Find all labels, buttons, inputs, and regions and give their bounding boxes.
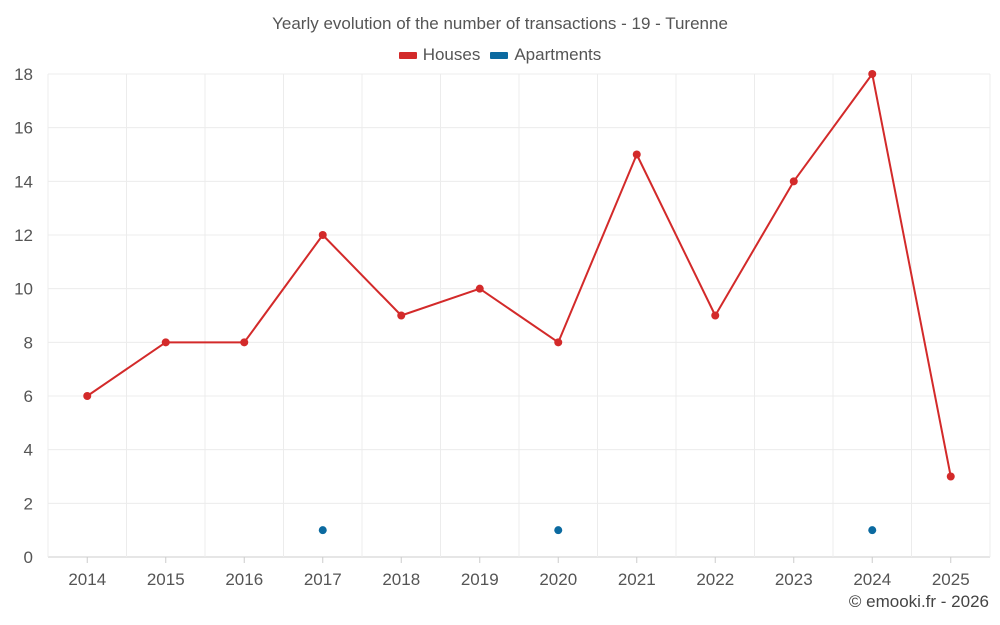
- data-point-houses[interactable]: [632, 150, 641, 159]
- y-tick-label: 8: [24, 333, 33, 352]
- data-point-houses[interactable]: [946, 472, 955, 481]
- y-tick-label: 4: [24, 441, 33, 460]
- x-tick-label: 2016: [225, 570, 263, 589]
- grid: [47, 73, 991, 558]
- x-tick-label: 2025: [932, 570, 970, 589]
- y-tick-label: 14: [14, 172, 33, 191]
- x-tick-label: 2022: [696, 570, 734, 589]
- chart-title: Yearly evolution of the number of transa…: [272, 14, 728, 33]
- legend-swatch-apartments: [490, 51, 509, 59]
- data-point-houses[interactable]: [83, 392, 92, 400]
- legend: Houses Apartments: [0, 45, 1000, 65]
- data-point-apartments[interactable]: [868, 526, 877, 535]
- credit: © emooki.fr - 2026: [848, 592, 989, 611]
- data-point-houses[interactable]: [789, 177, 798, 186]
- data-point-apartments[interactable]: [554, 526, 563, 535]
- y-tick-label: 6: [24, 387, 33, 406]
- data-point-houses[interactable]: [868, 70, 877, 78]
- y-tick-label: 12: [14, 226, 33, 245]
- series-apartments: [318, 526, 877, 535]
- legend-item-houses[interactable]: Houses: [398, 45, 481, 65]
- data-point-houses[interactable]: [711, 311, 720, 320]
- y-axis: 0 2 4 6 8 10 12 14 16 18: [14, 65, 33, 567]
- x-tick-label: 2014: [68, 570, 106, 589]
- x-tick-label: 2020: [539, 570, 577, 589]
- x-tick-label: 2024: [853, 570, 891, 589]
- legend-swatch-houses: [398, 51, 417, 59]
- x-tick-label: 2021: [618, 570, 656, 589]
- x-tick-label: 2023: [775, 570, 813, 589]
- legend-label-apartments: Apartments: [514, 45, 602, 64]
- series-layer: [83, 70, 955, 535]
- series-houses: [83, 70, 955, 481]
- legend-item-apartments[interactable]: Apartments: [490, 45, 601, 65]
- legend-label-houses: Houses: [422, 45, 481, 64]
- data-point-houses[interactable]: [397, 311, 406, 320]
- x-tick-label: 2015: [147, 570, 185, 589]
- x-axis: 2014 2015 2016 2017 2018 2019 2020 2021 2022 2023…: [68, 557, 970, 589]
- data-point-apartments[interactable]: [318, 526, 327, 535]
- y-tick-label: 16: [14, 119, 33, 138]
- data-point-houses[interactable]: [240, 338, 249, 347]
- y-tick-label: 2: [24, 494, 33, 513]
- y-tick-label: 0: [24, 548, 33, 567]
- data-point-houses[interactable]: [318, 231, 327, 239]
- series-line-houses: [86, 73, 952, 477]
- data-point-houses[interactable]: [161, 338, 170, 347]
- x-tick-label: 2017: [304, 570, 342, 589]
- data-point-houses[interactable]: [475, 284, 484, 293]
- x-tick-label: 2019: [461, 570, 499, 589]
- x-tick-label: 2018: [382, 570, 420, 589]
- data-point-houses[interactable]: [554, 338, 563, 347]
- y-tick-label: 18: [14, 65, 33, 84]
- y-tick-label: 10: [14, 280, 33, 299]
